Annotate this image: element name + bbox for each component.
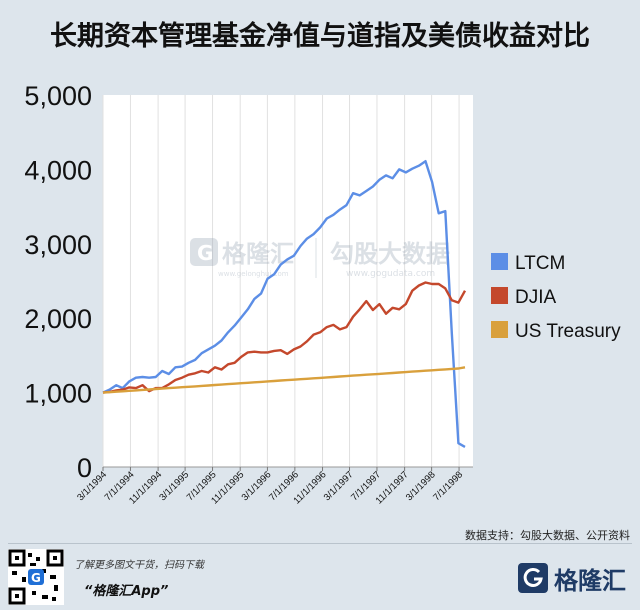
brand-logo-text: 格隆汇 — [554, 566, 626, 595]
y-axis-ticks: 0 1,000 2,000 3,000 4,000 5,000 — [24, 81, 92, 483]
qr-code-icon: G — [8, 549, 64, 605]
series-lines — [102, 159, 467, 448]
svg-text:G: G — [31, 571, 41, 585]
watermark-logo-icon — [190, 238, 218, 266]
y-tick-label: 4,000 — [24, 155, 92, 185]
series-line-ltcm — [102, 159, 466, 448]
watermark-data: 勾股大数据 — [330, 240, 450, 268]
chart: G 格隆汇 www.gelonghui.com 勾股大数据 www.goguda… — [24, 81, 621, 507]
chart-title: 长期资本管理基金净值与道指及美债收益对比 — [50, 21, 590, 52]
y-tick-label: 3,000 — [24, 230, 92, 260]
series-line-us-treasury — [102, 366, 466, 394]
legend-label-us-treasury: US Treasury — [515, 321, 621, 342]
x-axis-ticks: 3/1/19947/1/199411/1/19943/1/19957/1/199… — [75, 467, 465, 507]
watermark: G 格隆汇 www.gelonghui.com 勾股大数据 www.goguda… — [190, 238, 450, 279]
watermark-brand-domain: www.gelonghui.com — [218, 270, 289, 278]
brand-logo: 格隆汇 — [518, 560, 626, 596]
watermark-data-domain: www.gogudata.com — [346, 269, 435, 279]
legend: LTCM DJIA US Treasury — [491, 253, 621, 342]
legend-label-ltcm: LTCM — [515, 253, 565, 274]
legend-swatch-us-treasury — [491, 321, 508, 338]
footer-app-name: “格隆汇App” — [84, 584, 169, 599]
plot-area — [103, 95, 473, 467]
legend-swatch-ltcm — [491, 253, 508, 270]
y-tick-label: 0 — [77, 453, 92, 483]
data-source: 数据支持：勾股大数据、公开资料 — [465, 529, 630, 542]
g-logo-icon — [518, 563, 548, 593]
y-tick-label: 2,000 — [24, 304, 92, 334]
y-tick-label: 1,000 — [24, 379, 92, 409]
legend-label-djia: DJIA — [515, 287, 557, 308]
watermark-g-icon: G — [197, 241, 213, 265]
legend-swatch-djia — [491, 287, 508, 304]
footer-divider — [8, 543, 632, 544]
y-tick-label: 5,000 — [24, 81, 92, 111]
footer-note: 了解更多图文干货，扫码下载 — [74, 560, 204, 571]
x-tick-label: 7/1/1998 — [431, 469, 465, 503]
